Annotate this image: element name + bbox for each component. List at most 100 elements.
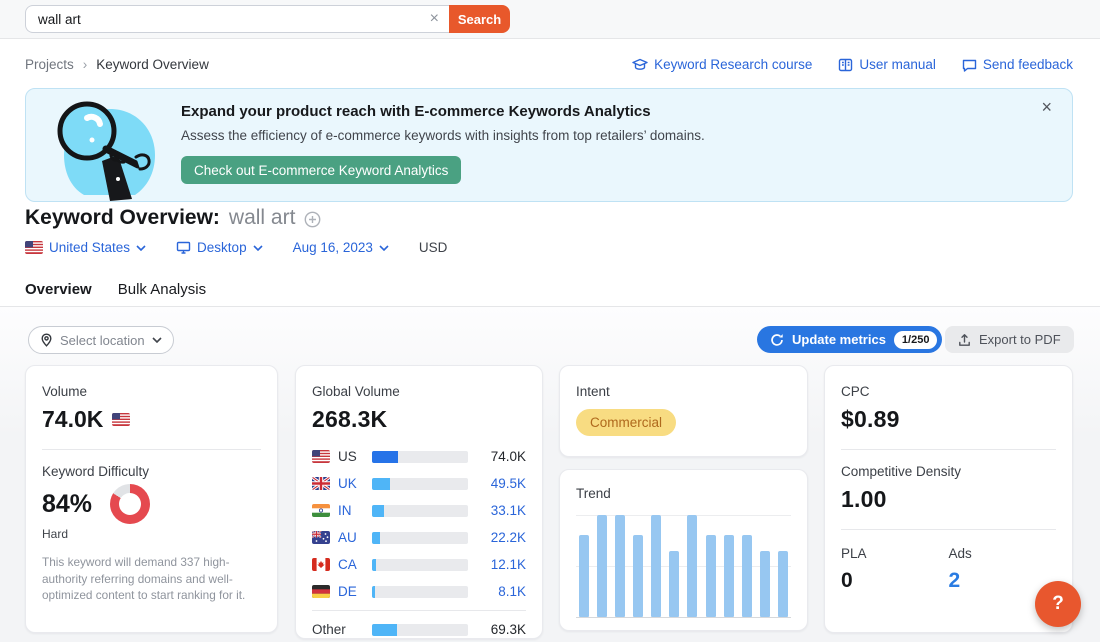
- trend-bar: [669, 550, 680, 617]
- country-code[interactable]: AU: [338, 530, 357, 545]
- country-code: US: [338, 449, 357, 464]
- flag-de-icon: [312, 585, 330, 598]
- page-title: Keyword Overview: wall art: [25, 206, 321, 230]
- country-volume-bar: [372, 623, 468, 636]
- trend-bar: [651, 515, 662, 617]
- difficulty-description: This keyword will demand 337 high-author…: [42, 555, 246, 603]
- difficulty-percent: 84%: [42, 489, 93, 518]
- divider: [312, 610, 526, 611]
- trend-chart: [576, 515, 791, 618]
- country-filter[interactable]: United States: [25, 240, 146, 255]
- difficulty-level: Hard: [42, 527, 69, 541]
- divider: [841, 449, 1056, 450]
- flag-in-icon: [312, 504, 330, 517]
- send-feedback-link[interactable]: Send feedback: [962, 57, 1073, 72]
- device-filter[interactable]: Desktop: [176, 240, 263, 255]
- tab-bulk-analysis[interactable]: Bulk Analysis: [117, 281, 207, 298]
- search-button[interactable]: Search: [449, 5, 510, 33]
- country-volume-bar: [372, 450, 468, 463]
- trend-bar: [741, 535, 752, 617]
- country-volume-bar: [372, 531, 468, 544]
- cpc-value: $0.89: [841, 406, 900, 432]
- magnifier-illustration: [40, 91, 182, 201]
- tab-overview[interactable]: Overview: [25, 281, 92, 309]
- flag-au-icon: [312, 531, 330, 544]
- trend-bar: [597, 515, 608, 617]
- clear-search-icon[interactable]: ×: [429, 10, 439, 27]
- flag-ca-icon: [312, 558, 330, 571]
- trend-bar: [615, 515, 626, 617]
- country-volume-value[interactable]: 22.2K: [490, 530, 526, 545]
- country-volume-bar: [372, 558, 468, 571]
- chevron-down-icon: [253, 244, 263, 251]
- flag-uk-icon: [312, 477, 330, 490]
- page-title-keyword: wall art: [228, 206, 296, 229]
- country-code[interactable]: CA: [338, 557, 357, 572]
- update-count-badge: 1/250: [893, 330, 938, 349]
- us-flag-icon: [25, 241, 43, 254]
- banner-title: Expand your product reach with E-commerc…: [181, 103, 651, 120]
- flag-us-icon: [312, 450, 330, 463]
- ads-value[interactable]: 2: [948, 569, 961, 592]
- export-pdf-button[interactable]: Export to PDF: [945, 326, 1074, 353]
- divider: [841, 529, 1056, 530]
- country-row-de: DE 8.1K: [312, 578, 526, 605]
- global-volume-card: Global Volume 268.3K US 74.0K UK 49.5K IN 33…: [295, 365, 543, 639]
- banner-subtitle: Assess the efficiency of e-commerce keyw…: [181, 128, 705, 143]
- select-location-dropdown[interactable]: Select location: [28, 326, 174, 354]
- search-box: ×: [25, 5, 449, 33]
- trend-bar: [687, 515, 698, 617]
- graduation-cap-icon: [632, 58, 648, 72]
- country-volume-value[interactable]: 8.1K: [498, 584, 526, 599]
- global-volume-value: 268.3K: [312, 406, 388, 432]
- global-volume-rows: US 74.0K UK 49.5K IN 33.1K AU 22.2K CA 12.1K DE…: [312, 443, 526, 643]
- chevron-down-icon: [379, 244, 389, 251]
- user-manual-link[interactable]: User manual: [838, 57, 936, 72]
- update-metrics-button[interactable]: Update metrics 1/250: [757, 326, 943, 353]
- country-code[interactable]: UK: [338, 476, 357, 491]
- page-title-label: Keyword Overview:: [25, 206, 220, 229]
- country-volume-value: 69.3K: [490, 622, 526, 637]
- trend-bar: [705, 535, 716, 617]
- country-volume-value[interactable]: 12.1K: [490, 557, 526, 572]
- trend-bar: [723, 535, 734, 617]
- intent-card: Intent Commercial: [559, 365, 808, 457]
- trend-bar: [633, 535, 644, 617]
- banner-close-icon[interactable]: ×: [1041, 97, 1052, 117]
- add-keyword-icon[interactable]: [304, 211, 321, 228]
- search-input[interactable]: [25, 5, 449, 33]
- chevron-down-icon: [136, 244, 146, 251]
- promo-banner: Expand your product reach with E-commerc…: [25, 88, 1073, 202]
- country-code: Other: [312, 622, 346, 637]
- intent-badge[interactable]: Commercial: [576, 409, 677, 436]
- trend-card: Trend: [559, 469, 808, 631]
- currency-label: USD: [418, 240, 448, 255]
- keyword-research-course-link[interactable]: Keyword Research course: [632, 57, 812, 72]
- country-code[interactable]: IN: [338, 503, 352, 518]
- help-button[interactable]: ?: [1035, 581, 1081, 627]
- select-location-label: Select location: [60, 332, 145, 348]
- competitive-density-label: Competitive Density: [841, 464, 962, 479]
- country-volume-value: 74.0K: [490, 449, 526, 464]
- global-volume-label: Global Volume: [312, 384, 400, 399]
- date-filter[interactable]: Aug 16, 2023: [293, 240, 389, 255]
- trend-bar: [759, 550, 770, 617]
- header-links: Keyword Research course User manual Send…: [632, 57, 1073, 72]
- overview-content: Select location Update metrics 1/250 Exp…: [0, 307, 1100, 642]
- country-row-in: IN 33.1K: [312, 497, 526, 524]
- trend-bar: [777, 550, 788, 617]
- trend-bars: [579, 515, 788, 617]
- banner-cta-button[interactable]: Check out E-commerce Keyword Analytics: [181, 156, 462, 184]
- pla-value: 0: [841, 569, 853, 592]
- country-code[interactable]: DE: [338, 584, 357, 599]
- breadcrumb: Projects › Keyword Overview: [25, 57, 209, 72]
- country-volume-value[interactable]: 49.5K: [490, 476, 526, 491]
- cpc-label: CPC: [841, 384, 870, 399]
- country-volume-value[interactable]: 33.1K: [490, 503, 526, 518]
- country-volume-bar: [372, 477, 468, 490]
- keyword-difficulty-label: Keyword Difficulty: [42, 464, 150, 479]
- breadcrumb-projects[interactable]: Projects: [25, 57, 74, 72]
- chevron-down-icon: [151, 337, 162, 343]
- trend-label: Trend: [576, 486, 611, 501]
- breadcrumb-separator: ›: [82, 57, 88, 72]
